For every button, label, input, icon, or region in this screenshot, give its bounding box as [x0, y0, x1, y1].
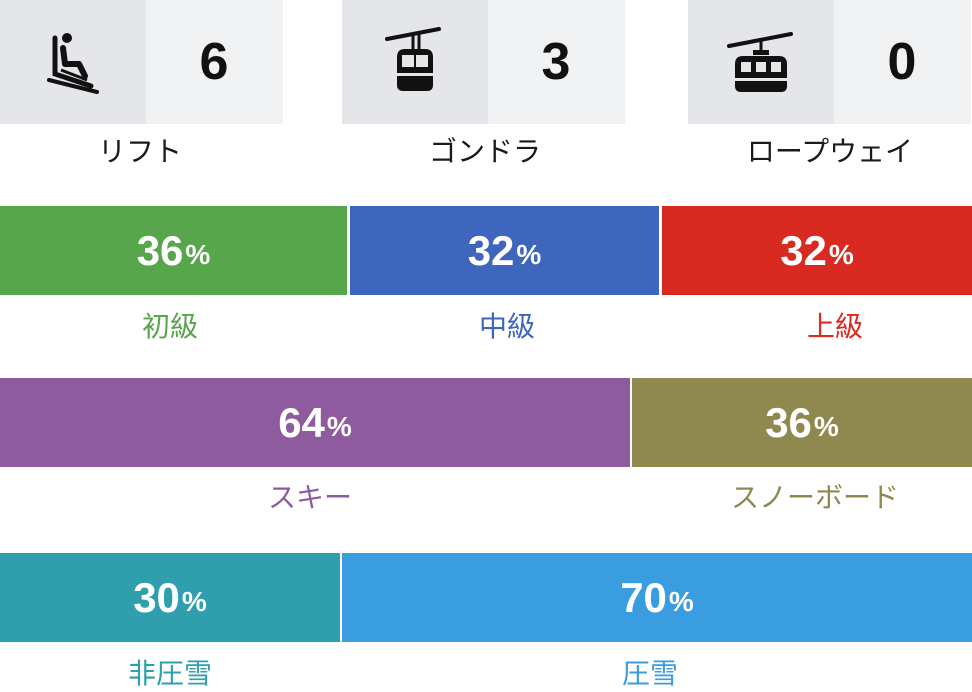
- chairlift-label: リフト: [97, 135, 182, 168]
- label-advanced: 上級: [806, 310, 863, 343]
- bar-ski-value: 64: [278, 398, 325, 446]
- facility-gondola: 3: [342, 0, 625, 124]
- bar-advanced: 32%: [662, 206, 972, 295]
- percent-sign: %: [326, 410, 352, 442]
- bar-snowboard: 36%: [632, 378, 972, 467]
- label-ungroomed: 非圧雪: [127, 657, 212, 690]
- facility-ropeway: 0: [688, 0, 971, 124]
- bar-intermediate: 32%: [350, 206, 659, 295]
- gondola-icon-box: [342, 0, 488, 124]
- bar-beginner: 36%: [0, 206, 347, 295]
- bar-advanced-value: 32: [780, 226, 827, 274]
- bar-snowboard-value: 36: [765, 398, 812, 446]
- bar-intermediate-value: 32: [467, 226, 515, 274]
- bar-ungroomed: 30%: [0, 553, 340, 642]
- bar-ski: 64%: [0, 378, 630, 467]
- facility-chairlift: 6: [0, 0, 283, 124]
- gondola-label: ゴンドラ: [428, 135, 541, 168]
- bar-ungroomed-value: 30: [133, 573, 180, 621]
- ropeway-count: 0: [887, 33, 918, 91]
- gondola-count-box: 3: [488, 0, 625, 124]
- chairlift-icon-box: [0, 0, 146, 124]
- percent-sign: %: [813, 410, 839, 442]
- percent-sign: %: [828, 238, 854, 270]
- ropeway-label: ロープウェイ: [746, 135, 914, 168]
- percent-sign: %: [185, 238, 211, 270]
- gondola-icon: [385, 27, 441, 91]
- bar-groomed-value: 70: [620, 573, 667, 621]
- label-ski: スキー: [267, 481, 352, 514]
- chairlift-count-box: 6: [146, 0, 283, 124]
- chairlift-count: 6: [199, 33, 230, 91]
- ropeway-icon: [727, 32, 793, 92]
- gondola-count: 3: [541, 33, 572, 91]
- chairlift-icon: [47, 33, 99, 94]
- ropeway-icon-box: [688, 0, 834, 124]
- bar-beginner-value: 36: [136, 226, 184, 274]
- percent-sign: %: [181, 585, 207, 617]
- ropeway-count-box: 0: [834, 0, 971, 124]
- percent-sign: %: [516, 238, 542, 270]
- label-snowboard: スノーボード: [730, 481, 899, 514]
- bar-groomed: 70%: [342, 553, 972, 642]
- label-beginner: 初級: [141, 310, 198, 343]
- percent-sign: %: [668, 585, 694, 617]
- label-groomed: 圧雪: [621, 657, 678, 690]
- label-intermediate: 中級: [478, 310, 535, 343]
